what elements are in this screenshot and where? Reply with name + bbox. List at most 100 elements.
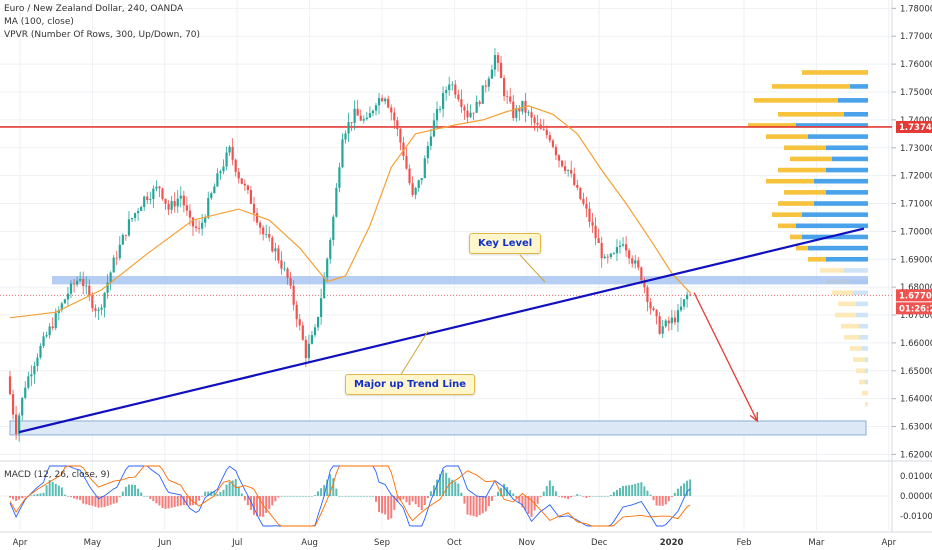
candle-body xyxy=(42,336,45,347)
candle-body xyxy=(548,135,551,141)
vpvr-legend[interactable]: VPVR (Number Of Rows, 300, Up/Down, 70) xyxy=(4,30,201,40)
macd-histogram-bar xyxy=(207,491,210,496)
candle-body xyxy=(628,250,631,259)
candle-body xyxy=(231,146,234,160)
trend-line-callout[interactable]: Major up Trend Line xyxy=(345,374,476,395)
candle-body xyxy=(646,287,649,302)
candle-body xyxy=(222,166,225,172)
candle-body xyxy=(320,298,323,317)
macd-histogram-bar xyxy=(18,496,21,500)
macd-histogram-bar xyxy=(478,496,481,516)
candle-body xyxy=(387,98,390,108)
macd-histogram-bar xyxy=(329,474,332,496)
macd-histogram-bar xyxy=(475,496,478,517)
candle-body xyxy=(631,258,634,264)
macd-histogram-bar xyxy=(152,496,155,502)
macd-histogram-bar xyxy=(561,496,564,498)
candle-body xyxy=(551,140,554,147)
macd-histogram-bar xyxy=(292,496,295,497)
candle-body xyxy=(255,213,259,223)
macd-histogram-bar xyxy=(521,496,524,508)
candle-body xyxy=(85,285,88,287)
macd-histogram-bar xyxy=(106,496,109,506)
candle-body xyxy=(179,195,182,199)
macd-histogram-bar xyxy=(192,496,194,506)
key-level-callout[interactable]: Key Level xyxy=(469,233,542,254)
macd-histogram-bar xyxy=(231,480,234,496)
macd-histogram-bar xyxy=(100,496,103,508)
macd-histogram-bar xyxy=(463,496,466,504)
macd-histogram-bar xyxy=(170,496,173,508)
macd-histogram-bar xyxy=(454,481,457,496)
macd-histogram-bar xyxy=(683,483,686,496)
macd-tick-label: 0.00000 xyxy=(900,492,932,502)
macd-histogram-bar xyxy=(490,496,493,501)
candle-body xyxy=(603,256,606,259)
macd-histogram-bar xyxy=(622,486,625,496)
candle-body xyxy=(481,85,484,104)
macd-histogram-bar xyxy=(402,496,405,500)
candle-body xyxy=(655,309,658,317)
macd-histogram-bar xyxy=(597,496,600,497)
ma-legend[interactable]: MA (100, close) xyxy=(4,17,74,27)
macd-legend[interactable]: MACD (12, 26, close, 9) xyxy=(4,470,110,480)
vpvr-bar-up xyxy=(838,98,868,103)
candle-body xyxy=(396,120,399,130)
macd-histogram-bar xyxy=(414,496,417,505)
macd-histogram-bar xyxy=(387,496,390,520)
macd-histogram-bar xyxy=(667,496,670,502)
candle-body xyxy=(54,312,57,329)
candle-body xyxy=(667,320,670,324)
candle-body xyxy=(661,326,664,334)
vpvr-bar-down xyxy=(790,234,802,240)
candle-body xyxy=(615,247,619,254)
macd-histogram-bar xyxy=(243,496,246,501)
macd-histogram-bar xyxy=(429,491,432,496)
vpvr-bar-up xyxy=(808,245,868,251)
vpvr-bar-down xyxy=(796,245,808,251)
candle-body xyxy=(353,108,356,123)
symbol-legend[interactable]: Euro / New Zealand Dollar, 240, OANDA xyxy=(4,4,184,14)
trend-line xyxy=(18,227,865,434)
macd-histogram-bar xyxy=(323,485,326,496)
macd-histogram-bar xyxy=(280,496,283,497)
macd-histogram-bar xyxy=(30,495,33,496)
projection-arrowhead xyxy=(749,411,758,423)
candle-body xyxy=(124,234,127,236)
macd-histogram-bar xyxy=(509,490,512,496)
candle-body xyxy=(88,285,91,296)
macd-histogram-bar xyxy=(36,493,39,496)
macd-histogram-bar xyxy=(612,491,615,496)
candle-body xyxy=(298,319,301,326)
macd-histogram-bar xyxy=(73,496,76,499)
macd-histogram-bar xyxy=(378,496,381,513)
macd-histogram-bar xyxy=(359,496,362,497)
vpvr-bar-up xyxy=(844,268,868,273)
macd-histogram-bar xyxy=(423,496,426,506)
candle-body xyxy=(536,122,539,125)
vpvr-bar-down xyxy=(853,357,865,362)
candle-body xyxy=(411,183,414,195)
candle-body xyxy=(323,277,326,299)
macd-histogram-bar xyxy=(503,483,506,496)
macd-histogram-bar xyxy=(548,480,551,496)
macd-histogram-bar xyxy=(469,496,472,516)
macd-histogram-bar xyxy=(573,495,576,497)
candle-body xyxy=(21,397,24,416)
last-price-badge-bg xyxy=(896,289,932,302)
vpvr-bar-down xyxy=(772,84,850,89)
trend-line-pointer xyxy=(399,330,429,377)
macd-histogram-bar xyxy=(356,496,359,497)
candle-body xyxy=(643,280,646,288)
candle-body xyxy=(637,260,640,268)
vpvr-bar-up xyxy=(850,84,868,89)
vpvr-bar-up xyxy=(802,212,868,217)
vpvr-bar-down xyxy=(766,134,808,139)
macd-histogram-bar xyxy=(219,491,222,496)
macd-histogram-bar xyxy=(448,477,451,496)
candle-body xyxy=(259,222,262,228)
macd-histogram-bar xyxy=(112,496,115,504)
candle-body xyxy=(585,203,588,209)
